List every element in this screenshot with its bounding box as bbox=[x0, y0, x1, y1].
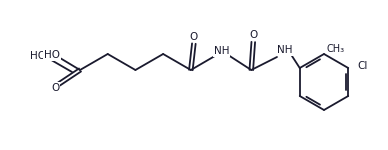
Text: HO: HO bbox=[44, 50, 60, 60]
Text: O: O bbox=[249, 30, 257, 40]
Text: NH: NH bbox=[214, 46, 229, 56]
Text: HO: HO bbox=[30, 51, 47, 61]
Text: CH₃: CH₃ bbox=[327, 44, 345, 54]
Text: O: O bbox=[190, 32, 198, 42]
Text: NH: NH bbox=[277, 45, 293, 55]
Text: Cl: Cl bbox=[357, 61, 367, 71]
Text: O: O bbox=[51, 83, 59, 93]
